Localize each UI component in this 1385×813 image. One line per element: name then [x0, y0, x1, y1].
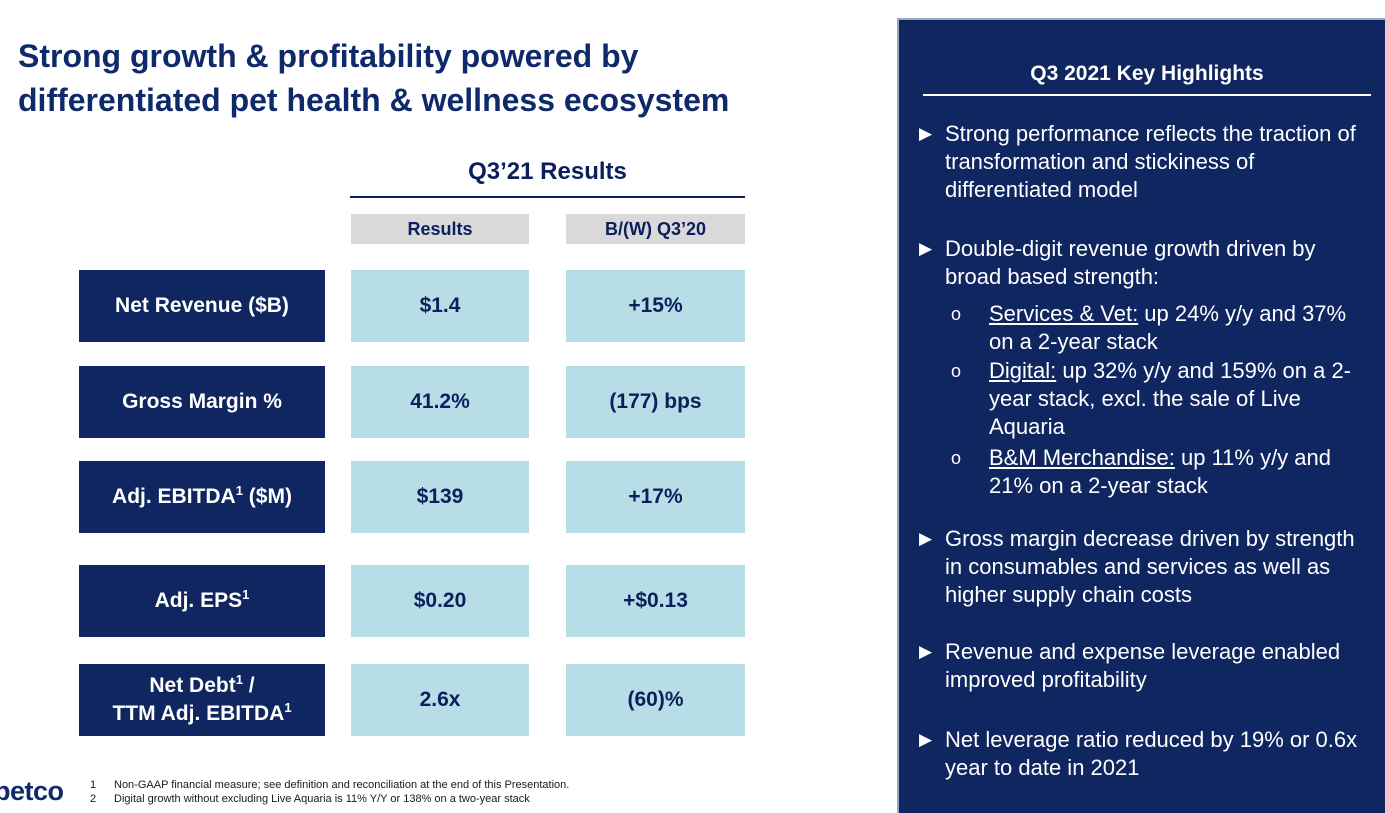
page-title: Strong growth & profitability powered by…: [18, 34, 838, 122]
footnote: 2 Digital growth without excluding Live …: [90, 793, 530, 805]
highlight-bullet: ▶ Double-digit revenue growth driven by …: [919, 235, 1375, 291]
vs-prior-adj-ebitda: +17%: [566, 461, 745, 533]
metric-label-unit: ($M): [242, 485, 292, 508]
highlight-text: Strong performance reflects the traction…: [945, 121, 1356, 202]
metric-label-line-2: TTM Adj. EBITDA: [112, 702, 285, 725]
metric-net-leverage: Net Debt1 / TTM Adj. EBITDA1: [79, 664, 325, 736]
footnote-text: Non-GAAP financial measure; see definiti…: [114, 779, 570, 791]
highlight-sub-bullet: o Services & Vet: up 24% y/y and 37% on …: [951, 300, 1359, 356]
metric-gross-margin: Gross Margin %: [79, 366, 325, 438]
vs-prior-gross-margin: (177) bps: [566, 366, 745, 438]
metric-label: Adj. EPS: [154, 589, 243, 612]
highlight-text: Revenue and expense leverage enabled imp…: [945, 639, 1341, 692]
highlight-bullet: ▶ Revenue and expense leverage enabled i…: [919, 638, 1375, 694]
metric-net-revenue: Net Revenue ($B): [79, 270, 325, 342]
petco-logo: petco: [0, 776, 64, 806]
sub-bullet-label: Digital:: [989, 358, 1057, 383]
results-table-heading: Q3’21 Results: [350, 158, 745, 198]
result-net-leverage: 2.6x: [351, 664, 529, 736]
sub-bullet-text: up 11% y/y and 21% on a 2-year stack: [989, 445, 1331, 498]
key-highlights-title: Q3 2021 Key Highlights: [923, 62, 1371, 96]
triangle-bullet-icon: ▶: [919, 642, 933, 661]
sub-bullet-text: up 32% y/y and 159% on a 2-year stack, e…: [989, 358, 1352, 439]
footnote: 1 Non-GAAP financial measure; see defini…: [90, 779, 569, 791]
circle-bullet-icon: o: [951, 304, 962, 324]
metric-adj-eps: Adj. EPS1: [79, 565, 325, 637]
result-adj-ebitda: $139: [351, 461, 529, 533]
title-line-2: differentiated pet health & wellness eco…: [18, 82, 730, 118]
circle-bullet-icon: o: [951, 361, 962, 381]
triangle-bullet-icon: ▶: [919, 730, 933, 749]
result-adj-eps: $0.20: [351, 565, 529, 637]
key-highlights-panel: Q3 2021 Key Highlights ▶ Strong performa…: [897, 18, 1385, 813]
metric-adj-ebitda: Adj. EBITDA1 ($M): [79, 461, 325, 533]
sub-bullet-text: up 24% y/y and 37% on a 2-year stack: [989, 301, 1347, 354]
footnote-number: 2: [90, 793, 97, 805]
metric-label: Gross Margin %: [122, 390, 282, 413]
metric-label-line-1: Net Debt: [149, 674, 236, 697]
highlight-sub-bullet: o B&M Merchandise: up 11% y/y and 21% on…: [951, 444, 1359, 500]
highlight-text: Gross margin decrease driven by strength…: [945, 526, 1355, 607]
vs-prior-net-leverage: (60)%: [566, 664, 745, 736]
highlight-sub-bullet: o Digital: up 32% y/y and 159% on a 2-ye…: [951, 357, 1359, 441]
footnote-marker: 1: [242, 587, 250, 602]
footnote-marker: 1: [284, 700, 292, 715]
metric-label: Adj. EBITDA: [112, 485, 236, 508]
highlight-bullet: ▶ Strong performance reflects the tracti…: [919, 120, 1375, 204]
result-net-revenue: $1.4: [351, 270, 529, 342]
highlight-text: Net leverage ratio reduced by 19% or 0.6…: [945, 727, 1358, 780]
highlight-bullet: ▶ Net leverage ratio reduced by 19% or 0…: [919, 726, 1375, 782]
metric-label: Net Revenue ($B): [115, 294, 289, 317]
sub-bullet-label: B&M Merchandise:: [989, 445, 1175, 470]
triangle-bullet-icon: ▶: [919, 124, 933, 143]
metric-label-slash: /: [242, 674, 255, 697]
footnote-marker: 1: [235, 483, 243, 498]
vs-prior-adj-eps: +$0.13: [566, 565, 745, 637]
footnote-number: 1: [90, 779, 97, 791]
footnote-text: Digital growth without excluding Live Aq…: [114, 793, 530, 805]
sub-bullet-label: Services & Vet:: [989, 301, 1139, 326]
column-header-vs-prior: B/(W) Q3’20: [566, 214, 745, 244]
footnote-marker: 1: [235, 672, 243, 687]
result-gross-margin: 41.2%: [351, 366, 529, 438]
triangle-bullet-icon: ▶: [919, 529, 933, 548]
circle-bullet-icon: o: [951, 448, 962, 468]
title-line-1: Strong growth & profitability powered by: [18, 38, 639, 74]
highlight-text: Double-digit revenue growth driven by br…: [945, 236, 1316, 289]
vs-prior-net-revenue: +15%: [566, 270, 745, 342]
column-header-results: Results: [351, 214, 529, 244]
triangle-bullet-icon: ▶: [919, 239, 933, 258]
highlight-bullet: ▶ Gross margin decrease driven by streng…: [919, 525, 1375, 609]
